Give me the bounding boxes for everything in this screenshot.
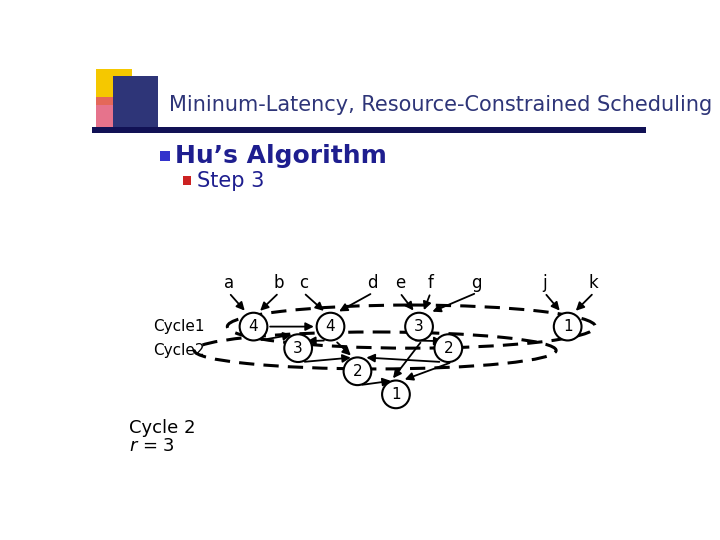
Text: Cycle1: Cycle1 (153, 319, 205, 334)
Polygon shape (183, 177, 191, 185)
Circle shape (434, 334, 462, 362)
Text: d: d (368, 274, 378, 292)
Text: c: c (299, 274, 308, 292)
Text: Step 3: Step 3 (197, 171, 264, 191)
Text: b: b (274, 274, 284, 292)
Polygon shape (160, 151, 170, 161)
Polygon shape (96, 69, 132, 105)
Text: e: e (395, 274, 405, 292)
Circle shape (405, 313, 433, 340)
Circle shape (240, 313, 267, 340)
Circle shape (554, 313, 582, 340)
Circle shape (382, 381, 410, 408)
Text: 3: 3 (414, 319, 424, 334)
Polygon shape (96, 97, 132, 128)
Text: 3: 3 (293, 341, 303, 356)
Text: Cycle 2: Cycle 2 (129, 419, 195, 437)
Polygon shape (113, 76, 158, 127)
Text: j: j (542, 274, 547, 292)
Text: Cycle2: Cycle2 (153, 343, 205, 358)
Text: 2: 2 (444, 341, 453, 356)
Text: 1: 1 (391, 387, 401, 402)
Text: 4: 4 (248, 319, 258, 334)
Text: 1: 1 (563, 319, 572, 334)
Text: a: a (224, 274, 234, 292)
Text: k: k (589, 274, 599, 292)
Text: Mininum-Latency, Resource-Constrained Scheduling: Mininum-Latency, Resource-Constrained Sc… (168, 95, 712, 115)
Circle shape (343, 357, 372, 385)
Text: 2: 2 (353, 364, 362, 379)
Text: 4: 4 (325, 319, 336, 334)
Circle shape (284, 334, 312, 362)
Circle shape (317, 313, 344, 340)
Text: g: g (472, 274, 482, 292)
Text: $r$ = 3: $r$ = 3 (129, 437, 175, 455)
Text: Hu’s Algorithm: Hu’s Algorithm (175, 144, 387, 167)
Text: f: f (428, 274, 433, 292)
Polygon shape (92, 127, 647, 132)
